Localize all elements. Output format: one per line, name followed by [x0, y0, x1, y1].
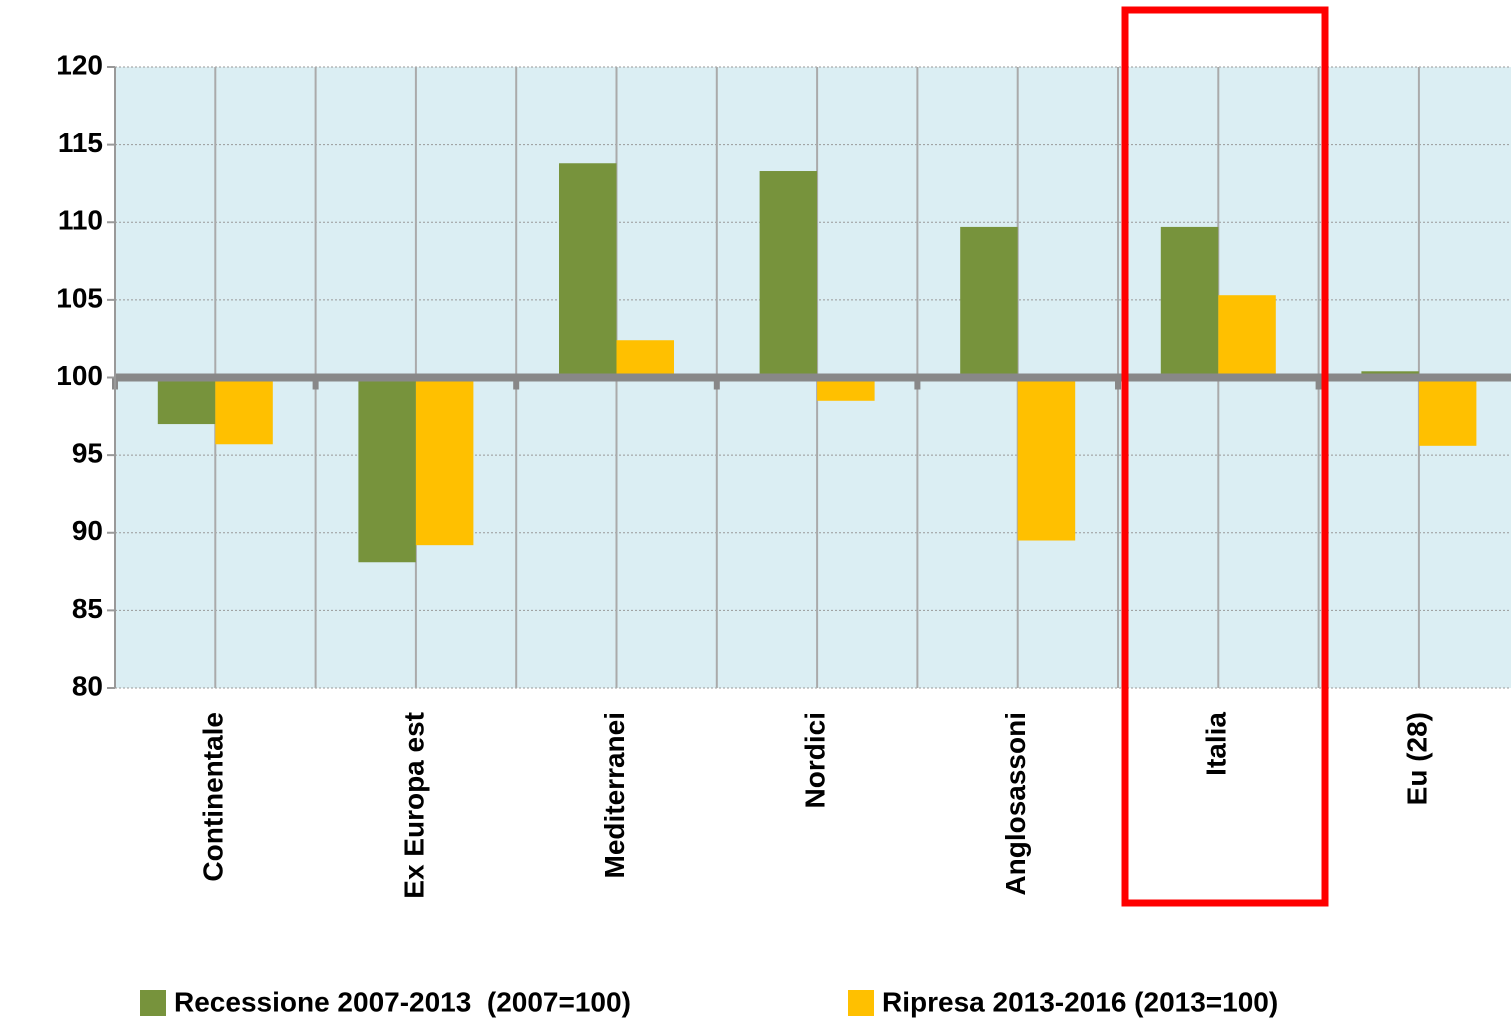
bar: [759, 171, 818, 378]
y-tick-label: 105: [56, 282, 103, 313]
x-tick-label: Ex Europa est: [398, 712, 429, 899]
bar: [817, 377, 875, 401]
bar: [157, 377, 216, 425]
bar: [1017, 377, 1076, 541]
bar: [616, 340, 674, 378]
legend-label: Ripresa 2013-2016 (2013=100): [882, 986, 1278, 1017]
bar: [215, 377, 273, 445]
x-tick-label: Continentale: [198, 712, 229, 882]
x-tick-label: Anglosassoni: [1000, 712, 1031, 896]
bar: [960, 226, 1018, 378]
bar: [1218, 295, 1276, 378]
y-tick-label: 110: [58, 205, 103, 236]
legend-swatch: [848, 990, 874, 1016]
y-tick-label: 95: [72, 438, 103, 469]
y-tick-label: 120: [56, 49, 103, 80]
legend-swatch: [140, 990, 166, 1016]
y-tick-label: 115: [58, 127, 103, 158]
y-tick-label: 90: [72, 515, 103, 546]
bar: [1160, 226, 1219, 378]
bar: [559, 163, 617, 378]
x-tick-label: Eu (28): [1401, 712, 1432, 805]
y-tick-label: 80: [72, 670, 103, 701]
bar: [1418, 377, 1477, 446]
x-tick-label: Mediterranei: [599, 712, 630, 879]
bar: [358, 377, 416, 563]
legend-label: Recessione 2007-2013 (2007=100): [174, 986, 631, 1017]
y-tick-label: 85: [72, 593, 103, 624]
y-tick-label: 100: [56, 360, 103, 391]
highlight-box: [1121, 6, 1329, 907]
x-tick-label: Italia: [1201, 712, 1232, 776]
x-tick-label: Nordici: [799, 712, 830, 808]
bar: [415, 377, 474, 546]
